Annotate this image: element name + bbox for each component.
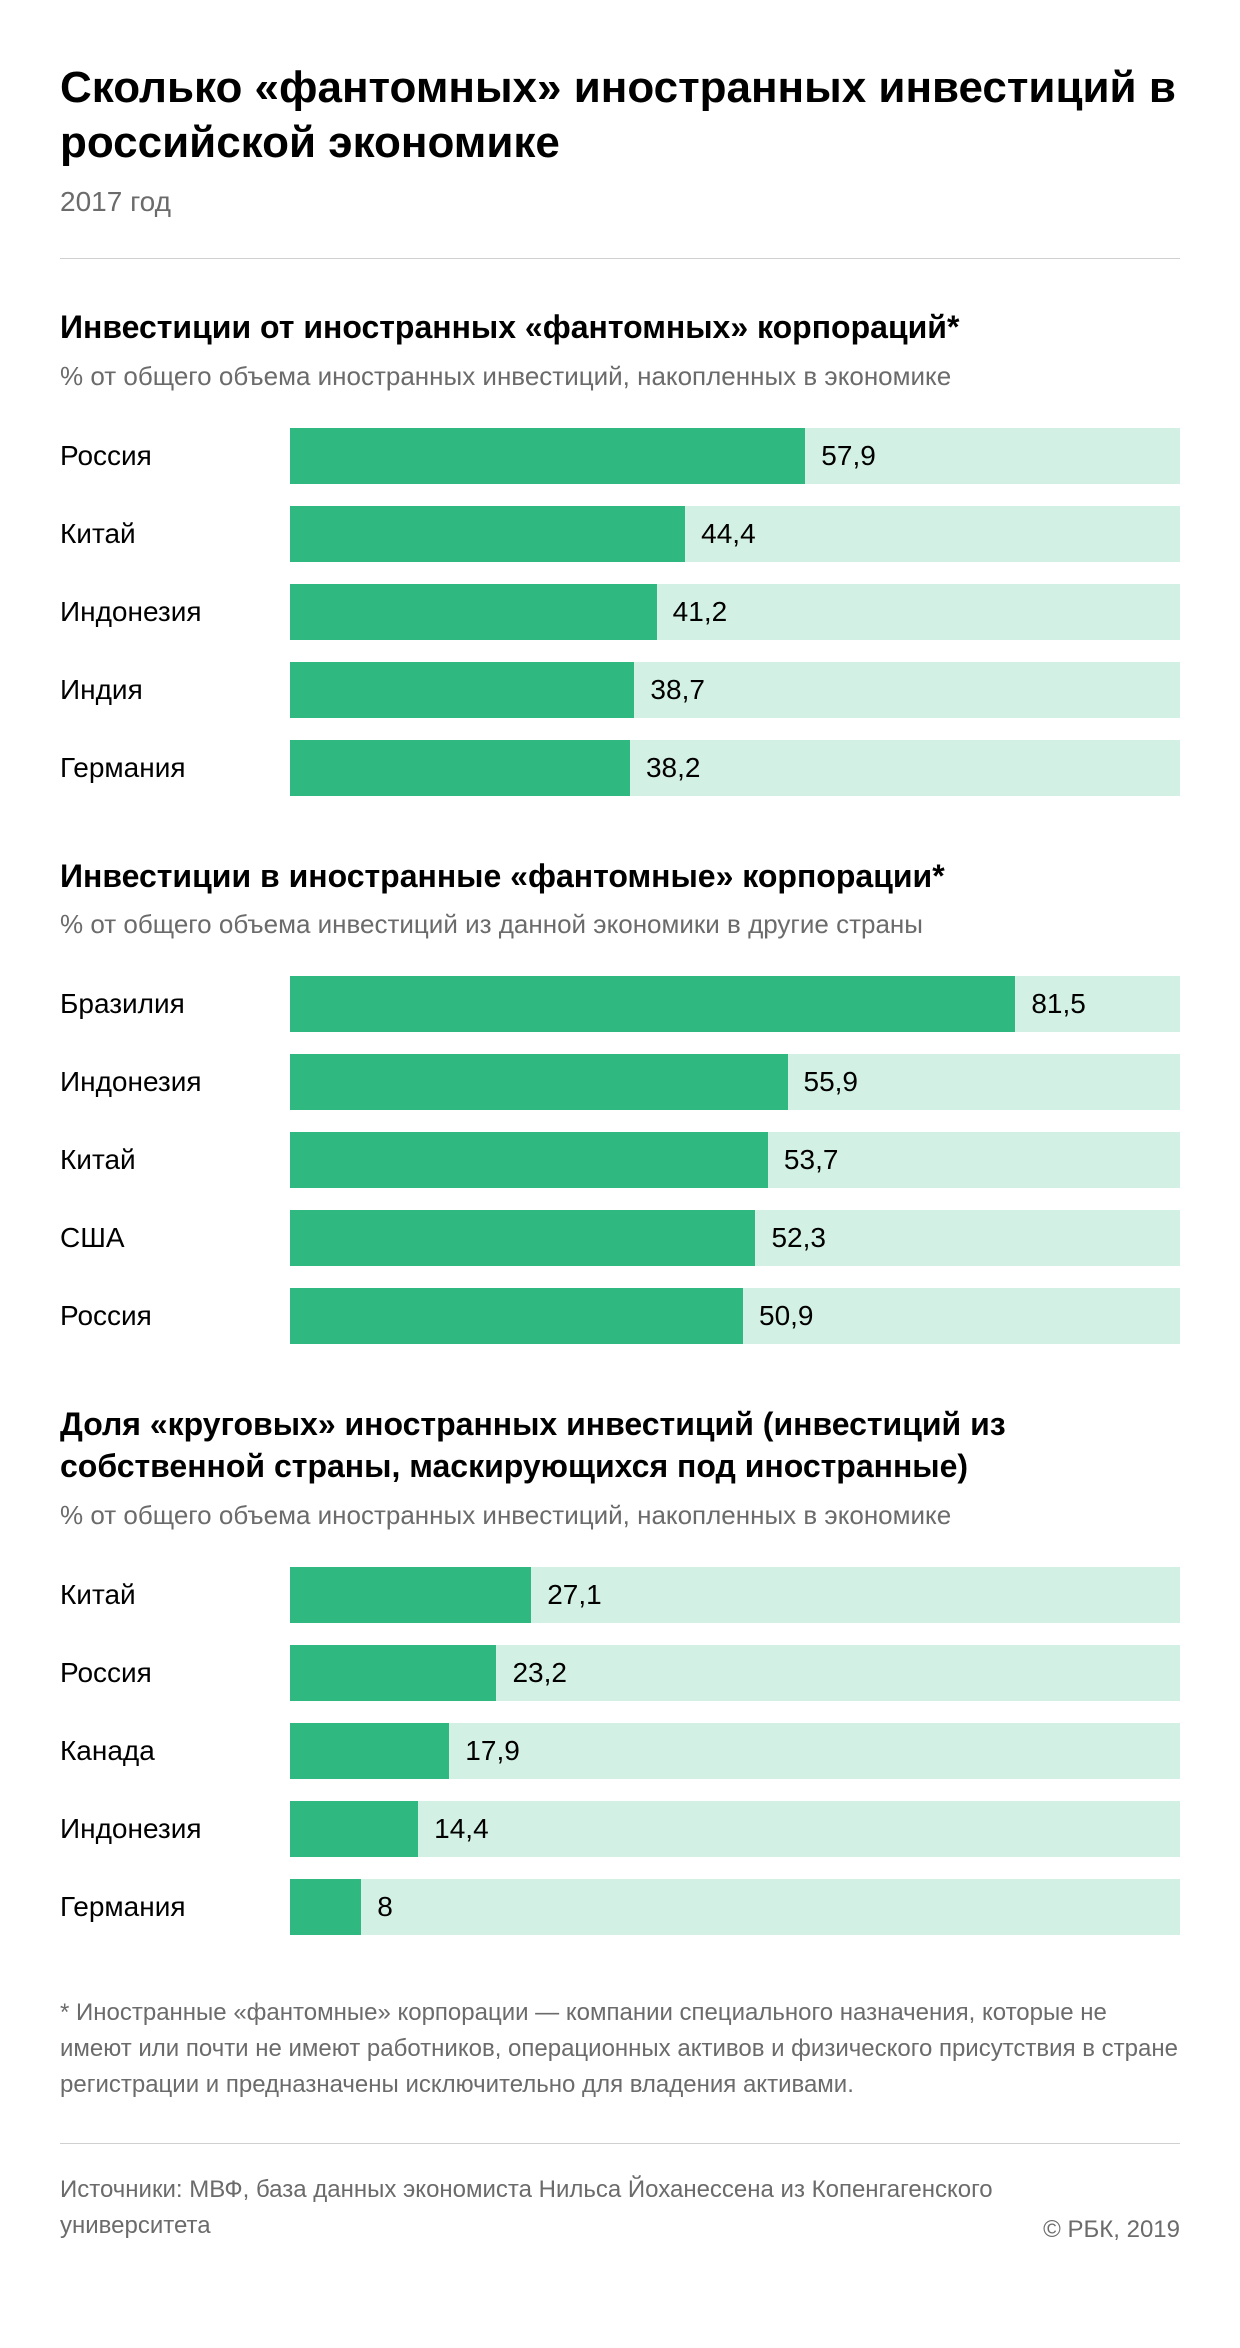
bar-value: 17,9 bbox=[449, 1735, 520, 1767]
bar-track: 50,9 bbox=[290, 1288, 1180, 1344]
footer-row: Источники: МВФ, база данных экономиста Н… bbox=[60, 2172, 1180, 2244]
section-title: Доля «круговых» иностранных инвестиций (… bbox=[60, 1404, 1180, 1487]
bar-label: Китай bbox=[60, 1144, 290, 1176]
bar-fill bbox=[290, 506, 685, 562]
bar-label: Индия bbox=[60, 674, 290, 706]
bar-label: Канада bbox=[60, 1735, 290, 1767]
bar-fill bbox=[290, 1645, 496, 1701]
bar-label: Индонезия bbox=[60, 1813, 290, 1845]
sources-text: Источники: МВФ, база данных экономиста Н… bbox=[60, 2172, 1003, 2244]
bar-label: Россия bbox=[60, 440, 290, 472]
section-title: Инвестиции в иностранные «фантомные» кор… bbox=[60, 856, 1180, 898]
section-subtitle: % от общего объема инвестиций из данной … bbox=[60, 907, 1180, 942]
bar-fill bbox=[290, 1132, 768, 1188]
chart-section: Доля «круговых» иностранных инвестиций (… bbox=[60, 1404, 1180, 1934]
chart-title: Сколько «фантомных» иностранных инвестиц… bbox=[60, 60, 1180, 170]
section-title: Инвестиции от иностранных «фантомных» ко… bbox=[60, 307, 1180, 349]
bar-row: Германия 8 bbox=[60, 1879, 1180, 1935]
bar-track: 55,9 bbox=[290, 1054, 1180, 1110]
bar-track: 41,2 bbox=[290, 584, 1180, 640]
bar-fill bbox=[290, 1054, 788, 1110]
bar-track: 8 bbox=[290, 1879, 1180, 1935]
bar-track: 38,7 bbox=[290, 662, 1180, 718]
bar-label: Россия bbox=[60, 1657, 290, 1689]
chart-section: Инвестиции в иностранные «фантомные» кор… bbox=[60, 856, 1180, 1345]
bar-label: Германия bbox=[60, 1891, 290, 1923]
bar-value: 53,7 bbox=[768, 1144, 839, 1176]
bar-track: 52,3 bbox=[290, 1210, 1180, 1266]
top-divider bbox=[60, 258, 1180, 259]
bar-label: Германия bbox=[60, 752, 290, 784]
bar-value: 8 bbox=[361, 1891, 393, 1923]
bar-label: Индонезия bbox=[60, 596, 290, 628]
bar-row: США 52,3 bbox=[60, 1210, 1180, 1266]
bar-row: Китай 27,1 bbox=[60, 1567, 1180, 1623]
bar-row: Бразилия 81,5 bbox=[60, 976, 1180, 1032]
bar-value: 38,7 bbox=[634, 674, 705, 706]
bar-fill bbox=[290, 1210, 755, 1266]
bar-row: Канада 17,9 bbox=[60, 1723, 1180, 1779]
bar-fill bbox=[290, 740, 630, 796]
bar-track: 27,1 bbox=[290, 1567, 1180, 1623]
bar-row: Индонезия 55,9 bbox=[60, 1054, 1180, 1110]
bar-row: Индия 38,7 bbox=[60, 662, 1180, 718]
bar-value: 23,2 bbox=[496, 1657, 567, 1689]
bar-value: 14,4 bbox=[418, 1813, 489, 1845]
chart-section: Инвестиции от иностранных «фантомных» ко… bbox=[60, 307, 1180, 796]
bar-label: Россия bbox=[60, 1300, 290, 1332]
bar-value: 38,2 bbox=[630, 752, 701, 784]
bar-track: 53,7 bbox=[290, 1132, 1180, 1188]
bar-value: 55,9 bbox=[788, 1066, 859, 1098]
bar-row: Китай 53,7 bbox=[60, 1132, 1180, 1188]
bar-value: 41,2 bbox=[657, 596, 728, 628]
bar-fill bbox=[290, 428, 805, 484]
bar-label: Китай bbox=[60, 518, 290, 550]
bar-track: 14,4 bbox=[290, 1801, 1180, 1857]
bar-row: Индонезия 14,4 bbox=[60, 1801, 1180, 1857]
bar-fill bbox=[290, 1801, 418, 1857]
bar-fill bbox=[290, 1567, 531, 1623]
bar-background bbox=[290, 1879, 1180, 1935]
bar-fill bbox=[290, 1288, 743, 1344]
bar-value: 52,3 bbox=[755, 1222, 826, 1254]
footer-divider bbox=[60, 2143, 1180, 2144]
bar-fill bbox=[290, 584, 657, 640]
sections-container: Инвестиции от иностранных «фантомных» ко… bbox=[60, 307, 1180, 1935]
bar-value: 50,9 bbox=[743, 1300, 814, 1332]
bar-label: США bbox=[60, 1222, 290, 1254]
section-subtitle: % от общего объема иностранных инвестици… bbox=[60, 1498, 1180, 1533]
bar-row: Россия 23,2 bbox=[60, 1645, 1180, 1701]
footnote: * Иностранные «фантомные» корпорации — к… bbox=[60, 1995, 1180, 2103]
bar-row: Россия 57,9 bbox=[60, 428, 1180, 484]
bar-fill bbox=[290, 662, 634, 718]
bar-track: 23,2 bbox=[290, 1645, 1180, 1701]
bar-track: 57,9 bbox=[290, 428, 1180, 484]
bar-row: Германия 38,2 bbox=[60, 740, 1180, 796]
bar-row: Китай 44,4 bbox=[60, 506, 1180, 562]
credit-text: © РБК, 2019 bbox=[1003, 2216, 1180, 2244]
bar-fill bbox=[290, 976, 1015, 1032]
bar-track: 44,4 bbox=[290, 506, 1180, 562]
bar-value: 57,9 bbox=[805, 440, 876, 472]
year-label: 2017 год bbox=[60, 186, 1180, 218]
bar-fill bbox=[290, 1723, 449, 1779]
bar-fill bbox=[290, 1879, 361, 1935]
bar-value: 27,1 bbox=[531, 1579, 602, 1611]
bar-track: 17,9 bbox=[290, 1723, 1180, 1779]
bar-row: Индонезия 41,2 bbox=[60, 584, 1180, 640]
section-subtitle: % от общего объема иностранных инвестици… bbox=[60, 359, 1180, 394]
bar-track: 38,2 bbox=[290, 740, 1180, 796]
bar-label: Китай bbox=[60, 1579, 290, 1611]
bar-label: Бразилия bbox=[60, 988, 290, 1020]
bar-label: Индонезия bbox=[60, 1066, 290, 1098]
bar-value: 44,4 bbox=[685, 518, 756, 550]
bar-track: 81,5 bbox=[290, 976, 1180, 1032]
bar-row: Россия 50,9 bbox=[60, 1288, 1180, 1344]
bar-value: 81,5 bbox=[1015, 988, 1086, 1020]
